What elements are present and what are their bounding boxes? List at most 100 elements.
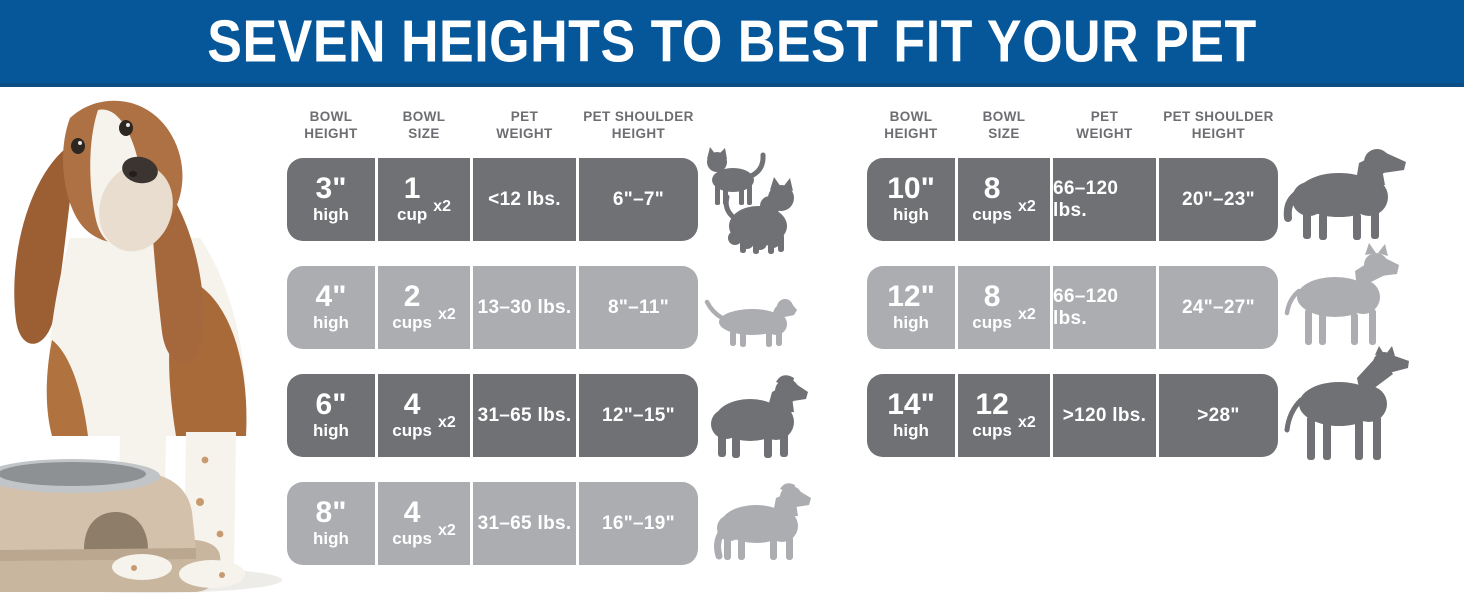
pet-shoulder-height-value: >28"	[1197, 404, 1240, 426]
bowl-size-multiplier: x2	[437, 413, 456, 431]
bowl-size-unit: cups	[972, 205, 1012, 225]
size-table-left: BOWL HEIGHT BOWL SIZE PET WEIGHT PET SHOULD…	[287, 106, 698, 590]
table-row: 14" high 12 cups x2 >120 lbs. >28"	[867, 374, 1278, 457]
bowl-height-unit: high	[893, 205, 929, 225]
bowl-size-cell: 8 cups x2	[958, 158, 1050, 241]
bowl-size-value: 12	[975, 388, 1009, 422]
bowl-height-cell: 12" high	[867, 266, 955, 349]
table-row: 8" high 4 cups x2 31–65 lbs. 16"–19"	[287, 482, 698, 565]
bowl-height-cell: 8" high	[287, 482, 375, 565]
bowl-size-multiplier: x2	[437, 305, 456, 323]
table-row: 4" high 2 cups x2 13–30 lbs. 8"–11"	[287, 266, 698, 349]
pet-shoulder-height-cell: 16"–19"	[579, 482, 698, 565]
pet-shoulder-height-value: 16"–19"	[602, 512, 675, 534]
pet-weight-value: 31–65 lbs.	[477, 512, 572, 534]
pet-weight-cell: >120 lbs.	[1053, 374, 1156, 457]
bowl-height-unit: high	[313, 529, 349, 549]
pet-shoulder-height-value: 20"–23"	[1182, 188, 1255, 210]
bowl-size-value: 2	[403, 280, 421, 314]
table-header-row: BOWL HEIGHT BOWL SIZE PET WEIGHT PET SHOULD…	[287, 106, 698, 152]
column-header-bowl-height: BOWL HEIGHT	[304, 109, 358, 141]
pet-shoulder-height-value: 6"–7"	[612, 188, 665, 210]
bowl-size-multiplier: x2	[1017, 305, 1036, 323]
bowl-size-value: 8	[983, 172, 1001, 206]
column-header-bowl-height: BOWL HEIGHT	[884, 109, 938, 141]
border-collie-icon	[710, 480, 812, 562]
bowl-size-multiplier: x2	[1017, 197, 1036, 215]
pet-shoulder-height-cell: 8"–11"	[579, 266, 698, 349]
bowl-size-multiplier: x2	[437, 521, 456, 539]
dachshund-icon	[700, 286, 800, 348]
table-row: 10" high 8 cups x2 66–120 lbs. 20"–23"	[867, 158, 1278, 241]
bowl-height-value: 3"	[315, 172, 347, 206]
column-header-pet-weight: PET WEIGHT	[496, 109, 553, 141]
bowl-height-value: 8"	[315, 496, 347, 530]
table-header-row: BOWL HEIGHT BOWL SIZE PET WEIGHT PET SHOULD…	[867, 106, 1278, 152]
bowl-height-value: 10"	[887, 172, 935, 206]
bowl-height-value: 12"	[887, 280, 935, 314]
golden-retriever-icon	[1283, 143, 1407, 241]
column-header-bowl-size: BOWL SIZE	[402, 109, 446, 141]
pet-shoulder-height-cell: 6"–7"	[579, 158, 698, 241]
bowl-size-unit: cups	[972, 421, 1012, 441]
bowl-size-multiplier: x2	[433, 197, 452, 215]
pet-weight-cell: 66–120 lbs.	[1053, 266, 1156, 349]
bowl-size-cell: 2 cups x2	[378, 266, 470, 349]
australian-shepherd-icon	[706, 370, 808, 458]
pet-weight-value: <12 lbs.	[488, 188, 561, 210]
pet-shoulder-height-cell: 24"–27"	[1159, 266, 1278, 349]
banner-title: SEVEN HEIGHTS TO BEST FIT YOUR PET	[207, 8, 1257, 75]
column-header-pet-weight: PET WEIGHT	[1076, 109, 1133, 141]
pet-weight-value: 13–30 lbs.	[477, 296, 572, 318]
table-row: 6" high 4 cups x2 31–65 lbs. 12"–15"	[287, 374, 698, 457]
pet-weight-cell: 31–65 lbs.	[473, 374, 576, 457]
bowl-height-cell: 4" high	[287, 266, 375, 349]
bowl-size-cell: 4 cups x2	[378, 482, 470, 565]
pet-shoulder-height-cell: 12"–15"	[579, 374, 698, 457]
basset-hound-illustration	[0, 100, 282, 593]
bowl-size-multiplier: x2	[1017, 413, 1036, 431]
bowl-height-cell: 14" high	[867, 374, 955, 457]
bowl-height-value: 6"	[315, 388, 347, 422]
table-row: 3" high 1 cup x2 <12 lbs. 6"–7"	[287, 158, 698, 241]
banner: SEVEN HEIGHTS TO BEST FIT YOUR PET	[0, 0, 1464, 87]
bowl-height-unit: high	[313, 313, 349, 333]
bowl-height-unit: high	[893, 313, 929, 333]
bowl-height-cell: 6" high	[287, 374, 375, 457]
bowl-size-value: 4	[403, 388, 421, 422]
pet-weight-cell: 31–65 lbs.	[473, 482, 576, 565]
bowl-height-value: 14"	[887, 388, 935, 422]
bowl-size-unit: cup	[396, 205, 428, 225]
column-header-pet-shoulder-height: PET SHOULDER HEIGHT	[1163, 109, 1274, 141]
pit-bull-icon	[1283, 243, 1401, 346]
pet-weight-value: 31–65 lbs.	[477, 404, 572, 426]
pet-weight-cell: <12 lbs.	[473, 158, 576, 241]
bowl-size-unit: cups	[392, 529, 432, 549]
bowl-height-value: 4"	[315, 280, 347, 314]
pet-weight-cell: 13–30 lbs.	[473, 266, 576, 349]
bowl-size-unit: cups	[392, 421, 432, 441]
pet-weight-value: 66–120 lbs.	[1053, 177, 1119, 221]
pet-shoulder-height-value: 8"–11"	[607, 296, 670, 318]
pet-weight-value: >120 lbs.	[1062, 404, 1147, 426]
bowl-size-cell: 12 cups x2	[958, 374, 1050, 457]
bowl-height-unit: high	[893, 421, 929, 441]
bowl-size-value: 8	[983, 280, 1001, 314]
bowl-height-unit: high	[313, 205, 349, 225]
yorkshire-terrier-icon	[720, 176, 802, 254]
great-dane-icon	[1281, 346, 1411, 461]
bowl-size-value: 1	[403, 172, 421, 206]
bowl-height-cell: 10" high	[867, 158, 955, 241]
pet-weight-cell: 66–120 lbs.	[1053, 158, 1156, 241]
pet-shoulder-height-value: 12"–15"	[602, 404, 675, 426]
bowl-size-unit: cups	[392, 313, 432, 333]
column-header-pet-shoulder-height: PET SHOULDER HEIGHT	[583, 109, 694, 141]
bowl-size-value: 4	[403, 496, 421, 530]
pet-shoulder-height-value: 24"–27"	[1182, 296, 1255, 318]
pet-shoulder-height-cell: >28"	[1159, 374, 1278, 457]
bowl-size-cell: 4 cups x2	[378, 374, 470, 457]
bowl-height-cell: 3" high	[287, 158, 375, 241]
bowl-size-cell: 1 cup x2	[378, 158, 470, 241]
pet-shoulder-height-cell: 20"–23"	[1159, 158, 1278, 241]
column-header-bowl-size: BOWL SIZE	[982, 109, 1026, 141]
